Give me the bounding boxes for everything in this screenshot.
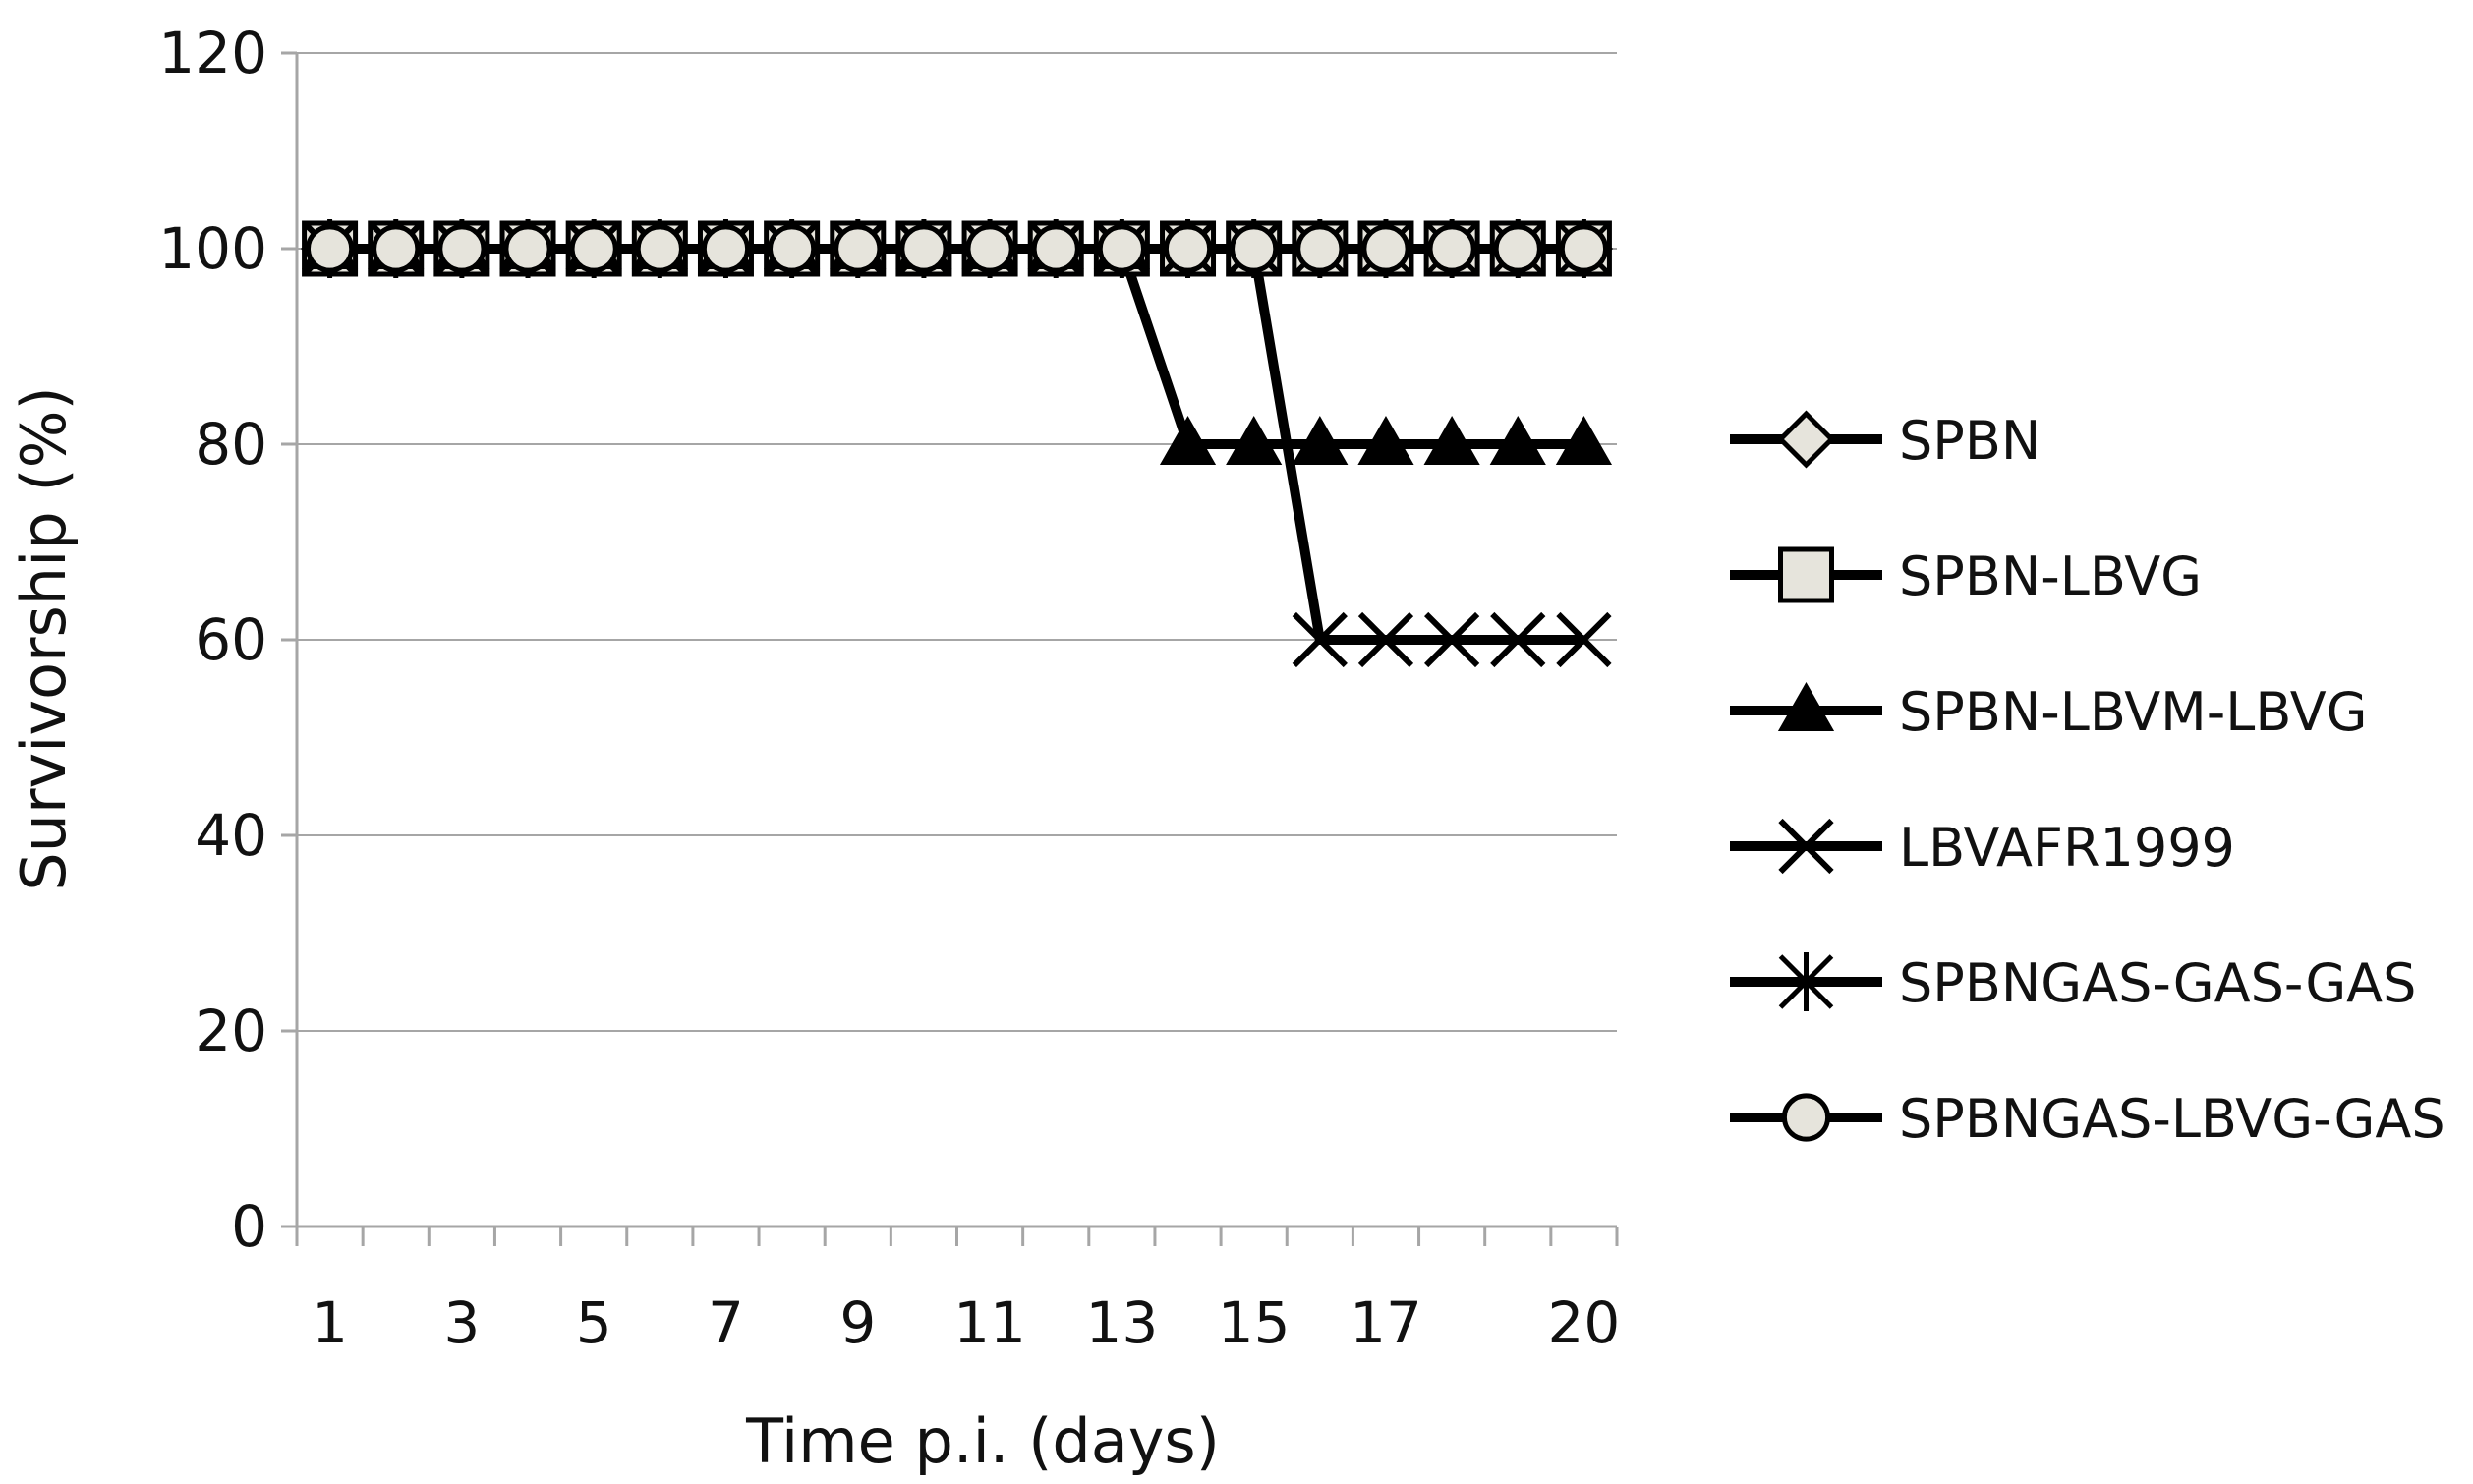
series-line <box>329 244 1584 449</box>
legend-label: LBVAFR1999 <box>1899 817 2235 879</box>
legend-marker <box>1781 1093 1831 1142</box>
data-point <box>1031 224 1080 273</box>
data-point <box>1292 611 1348 668</box>
legend-label: SPBNGAS-LBVG-GAS <box>1899 1088 2445 1150</box>
legend-label: SPBN <box>1899 410 2041 472</box>
data-point-stroke <box>1556 611 1612 668</box>
legend-item: SPBN-LBVG <box>1730 545 2202 607</box>
data-point <box>1489 415 1546 465</box>
legend-marker <box>1778 546 1834 603</box>
data-point <box>1292 415 1349 465</box>
x-tick-label: 17 <box>1350 1289 1422 1356</box>
grid-lines <box>297 52 1617 1032</box>
data-point <box>1555 415 1613 465</box>
legend-item: LBVAFR1999 <box>1730 817 2235 879</box>
data-point <box>569 224 618 273</box>
x-axis-title: Time p.i. (days) <box>745 1405 1220 1477</box>
x-tick-label: 5 <box>576 1289 612 1356</box>
data-point <box>1361 224 1410 273</box>
legend-marker-stroke <box>1778 952 1834 1011</box>
data-point <box>1357 415 1414 465</box>
legend-marker-stroke <box>1778 818 1834 875</box>
x-tick-label: 7 <box>708 1289 744 1356</box>
data-series <box>301 219 1613 668</box>
data-point <box>701 224 751 273</box>
data-point <box>768 224 817 273</box>
data-point <box>965 224 1014 273</box>
data-point-stroke <box>1357 611 1414 668</box>
data-point-stroke <box>1292 611 1348 668</box>
legend-marker <box>1777 681 1835 731</box>
legend-marker <box>1776 410 1836 469</box>
series-markers-SPBNGAS-LBVG-GAS <box>305 224 1609 273</box>
y-tick-label: 120 <box>158 20 267 86</box>
data-point <box>1226 415 1283 465</box>
data-point <box>899 224 949 273</box>
y-tick-label: 20 <box>195 998 267 1064</box>
y-axis-title: Survivorship (%) <box>8 386 80 890</box>
data-point <box>1427 224 1476 273</box>
data-point <box>372 224 421 273</box>
legend-item: SPBN-LBVM-LBVG <box>1730 681 2368 743</box>
data-point <box>1159 415 1217 465</box>
data-point <box>305 224 355 273</box>
data-point <box>834 224 883 273</box>
y-tick-labels: 0 20 40 60 80 100 120 <box>158 20 267 1260</box>
y-tick-label: 100 <box>158 215 267 282</box>
data-point <box>437 224 487 273</box>
legend-label: SPBNGAS-GAS-GAS <box>1899 952 2416 1014</box>
legend-marker <box>1778 952 1834 1011</box>
data-point <box>503 224 552 273</box>
data-point <box>1295 224 1345 273</box>
x-tick-label: 20 <box>1548 1289 1621 1356</box>
axes <box>281 51 1619 1246</box>
data-point <box>1423 415 1480 465</box>
data-point <box>1097 224 1146 273</box>
data-point-stroke <box>1424 611 1480 668</box>
y-tick-label: 0 <box>231 1193 267 1260</box>
data-point <box>1490 611 1546 668</box>
data-point <box>1357 611 1414 668</box>
legend-label: SPBN-LBVG <box>1899 545 2202 607</box>
x-tick-label: 15 <box>1218 1289 1291 1356</box>
x-tick-label: 13 <box>1085 1289 1158 1356</box>
data-point <box>1559 224 1609 273</box>
legend-label: SPBN-LBVM-LBVG <box>1899 681 2368 743</box>
x-tick-label: 1 <box>312 1289 348 1356</box>
data-point <box>1424 611 1480 668</box>
y-tick-label: 60 <box>195 606 267 673</box>
x-tick-label: 11 <box>953 1289 1026 1356</box>
data-point <box>1493 224 1542 273</box>
legend: SPBN SPBN-LBVG SPBN-LBVM-LBVG LBVAFR1999 SPB… <box>1730 410 2445 1150</box>
series-SPBN-LBVM-LBVG <box>329 244 1584 449</box>
data-point <box>1556 611 1612 668</box>
data-point <box>1163 224 1213 273</box>
x-tick-labels: 1 3 5 7 9 11 13 15 17 20 <box>312 1289 1620 1356</box>
legend-item: SPBN <box>1730 410 2041 472</box>
y-tick-label: 40 <box>195 802 267 869</box>
x-tick-label: 3 <box>443 1289 480 1356</box>
data-point-stroke <box>1490 611 1546 668</box>
legend-marker <box>1778 818 1834 875</box>
x-tick-label: 9 <box>839 1289 876 1356</box>
data-point <box>1230 224 1279 273</box>
legend-item: SPBNGAS-GAS-GAS <box>1730 952 2416 1014</box>
data-point <box>635 224 684 273</box>
legend-item: SPBNGAS-LBVG-GAS <box>1730 1088 2445 1150</box>
y-tick-label: 80 <box>195 411 267 478</box>
